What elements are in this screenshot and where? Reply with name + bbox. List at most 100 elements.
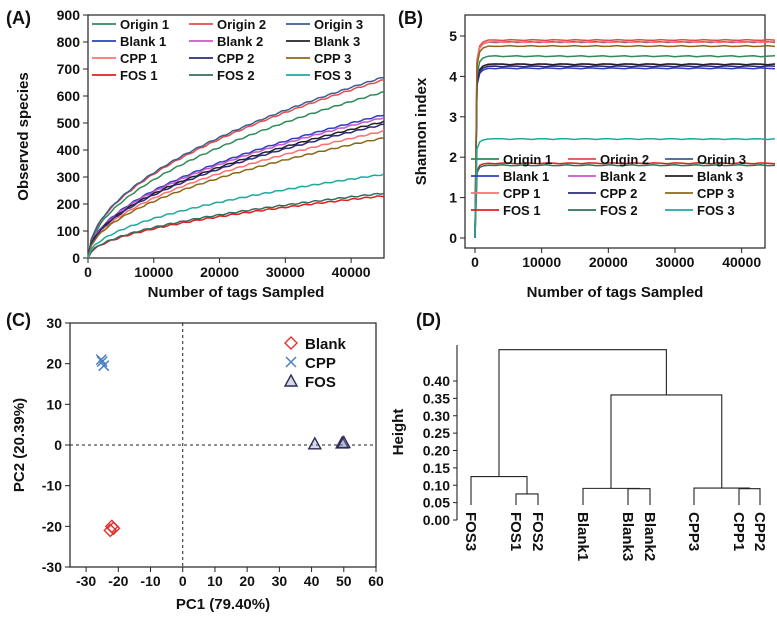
dendrogram-branch [738, 488, 761, 505]
series-line-blank-1 [474, 67, 776, 239]
legend-label-blank-3: Blank 3 [697, 169, 743, 184]
series-line-cpp-3 [474, 44, 776, 239]
x-axis-label: Number of tags Sampled [527, 284, 704, 301]
y-tick-label: 200 [57, 196, 81, 212]
y-tick-label: 100 [57, 223, 81, 239]
dendrogram-branch [582, 487, 640, 505]
legend-label-cpp-2: CPP 2 [217, 51, 254, 66]
series-line-origin-1 [87, 90, 385, 259]
series-line-blank-3 [474, 63, 776, 239]
x-axis-label: PC1 (79.40%) [176, 596, 270, 613]
y-tick-label: 400 [57, 142, 81, 158]
leaf-label-fos3: FOS3 [462, 512, 479, 551]
dendrogram-branch [627, 488, 651, 505]
y-tick-label: 0.35 [423, 390, 450, 406]
y-axis-label: Shannon index [413, 77, 430, 185]
y-tick-label: 2 [449, 149, 457, 165]
y-tick-label: 3 [449, 109, 457, 125]
point-blank [103, 523, 118, 538]
y-tick-label: -30 [42, 559, 62, 575]
legend-label-cpp-2: CPP 2 [600, 186, 637, 201]
x-axis-label: Number of tags Sampled [148, 284, 325, 301]
series-line-origin-2 [474, 38, 776, 239]
y-tick-label: 0.20 [423, 443, 450, 459]
series-line-cpp-2 [87, 123, 385, 259]
legend-label-origin-3: Origin 3 [314, 17, 363, 32]
leaf-label-blank1: Blank1 [574, 512, 591, 561]
legend-label-blank-1: Blank 1 [120, 34, 166, 49]
series-line-blank-1 [87, 114, 385, 259]
leaf-label-cpp2: CPP2 [751, 512, 768, 551]
legend-label-blank-2: Blank 2 [600, 169, 646, 184]
panel-a-rarefaction-chart: 0 100 200 300 400 500 600 700 800 900 0 10000 20000 3… [15, 7, 385, 301]
dendrogram-branch [610, 394, 723, 489]
legend-label-origin-3: Origin 3 [697, 152, 746, 167]
legend-label-cpp-3: CPP 3 [314, 51, 351, 66]
series-line-fos-2 [87, 192, 385, 259]
point-blank [106, 521, 121, 536]
legend-label-blank-3: Blank 3 [314, 34, 360, 49]
leaf-label-fos2: FOS2 [529, 512, 546, 551]
legend-label-blank: Blank [305, 336, 347, 353]
y-axis-label: PC2 (20.39%) [11, 398, 28, 492]
series-line-origin-1 [474, 55, 776, 239]
legend-label-cpp-3: CPP 3 [697, 186, 734, 201]
legend-label-origin-1: Origin 1 [503, 152, 552, 167]
y-tick-label: 500 [57, 115, 81, 131]
legend-label-blank-1: Blank 1 [503, 169, 549, 184]
point-fos [336, 435, 351, 449]
point-fos [307, 436, 322, 450]
series-line-blank-2 [87, 117, 385, 259]
y-tick-label: 300 [57, 169, 81, 185]
point-cpp [95, 354, 107, 366]
series-line-cpp-2 [474, 65, 776, 239]
x-tick-label: 10 [207, 573, 223, 589]
legend-label-origin-2: Origin 2 [600, 152, 649, 167]
x-tick-label: 0 [84, 264, 92, 280]
x-tick-label: 40 [304, 573, 320, 589]
leaf-label-fos1: FOS1 [507, 512, 524, 551]
y-tick-label: 0 [449, 230, 457, 246]
y-tick-label: 0.40 [423, 373, 450, 389]
legend-label-cpp-1: CPP 1 [120, 51, 157, 66]
legend-marker-cpp [285, 356, 297, 368]
panel-c-letter: (C) [6, 310, 31, 330]
x-tick-label: 10000 [134, 264, 173, 280]
panel-c-pca-chart: -30 -20 -10 0 10 20 30 -30 -20 -10 0 10 20 30 40 50 60 PC… [11, 315, 384, 613]
y-tick-label: -20 [42, 518, 62, 534]
dendrogram-branch [498, 349, 667, 477]
leaf-label-blank2: Blank2 [641, 512, 658, 561]
y-tick-label: 5 [449, 28, 457, 44]
legend-label-origin-2: Origin 2 [217, 17, 266, 32]
panel-b-letter: (B) [398, 8, 423, 28]
panel-d-letter: (D) [416, 310, 441, 330]
series-line-cpp-1 [474, 40, 776, 239]
y-tick-label: 0.25 [423, 425, 450, 441]
x-tick-label: 20000 [589, 254, 628, 270]
y-tick-label: 4 [449, 68, 457, 84]
leaf-label-cpp3: CPP3 [685, 512, 702, 551]
y-tick-label: -10 [42, 478, 62, 494]
x-tick-label: 60 [368, 573, 384, 589]
x-tick-label: 10000 [522, 254, 561, 270]
y-tick-label: 0 [54, 437, 62, 453]
y-tick-label: 20 [46, 356, 62, 372]
legend-label-fos-2: FOS 2 [600, 203, 638, 218]
legend-label-origin-1: Origin 1 [120, 17, 169, 32]
legend-marker-fos [283, 373, 299, 387]
series-line-origin-3 [87, 76, 384, 259]
y-axis-label: Height [390, 409, 407, 456]
y-tick-label: 0.00 [423, 512, 450, 528]
point-cpp [98, 360, 110, 372]
x-tick-label: 0 [179, 573, 187, 589]
panel-b-frame [464, 14, 766, 249]
y-tick-label: 800 [57, 34, 81, 50]
legend-marker-blank [284, 336, 298, 350]
x-tick-label: -30 [76, 573, 96, 589]
series-line-cpp-3 [87, 137, 385, 259]
series-line-cpp-1 [87, 129, 385, 259]
y-tick-label: 700 [57, 61, 81, 77]
y-tick-label: 0 [72, 250, 80, 266]
x-tick-label: 40000 [722, 254, 761, 270]
